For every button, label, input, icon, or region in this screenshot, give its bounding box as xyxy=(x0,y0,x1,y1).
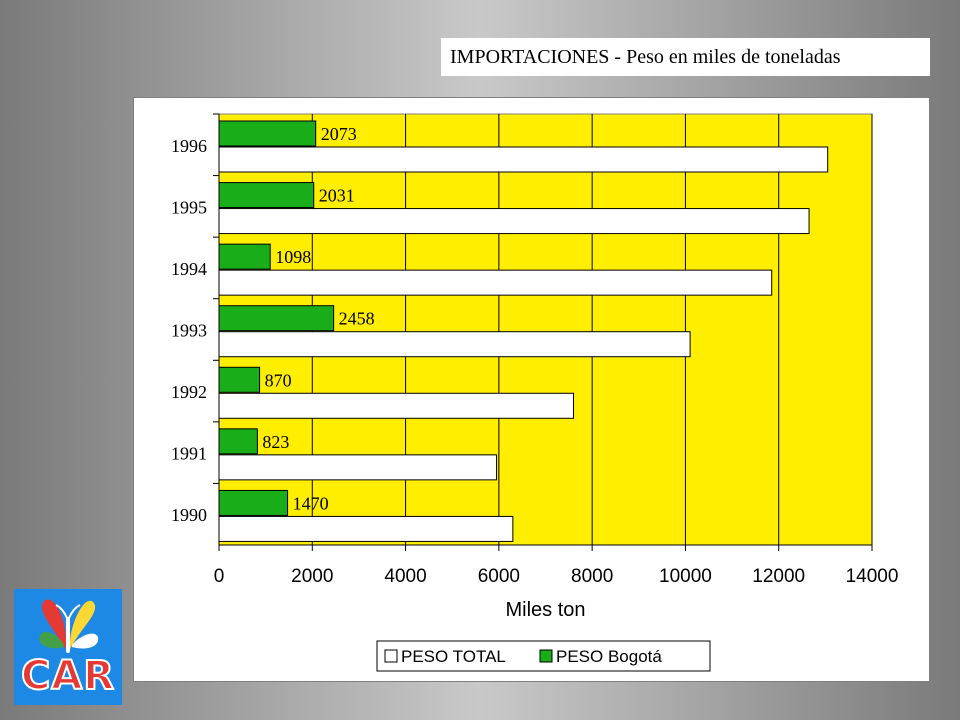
category-label: 1991 xyxy=(171,444,207,464)
data-label: 2458 xyxy=(339,309,375,329)
bar-peso-total xyxy=(218,146,829,173)
legend-label-peso-total: PESO TOTAL xyxy=(401,647,506,666)
bar-peso-bogota xyxy=(218,120,317,147)
bar-peso-total xyxy=(218,454,498,481)
category-label: 1995 xyxy=(171,197,207,217)
bar-peso-total xyxy=(218,331,691,358)
data-label: 823 xyxy=(262,432,289,452)
chart-title: IMPORTACIONES - Peso en miles de tonelad… xyxy=(450,45,841,68)
chart-title-box: IMPORTACIONES - Peso en miles de tonelad… xyxy=(441,38,930,76)
x-tick-label: 14000 xyxy=(846,566,899,587)
data-label: 2073 xyxy=(321,124,357,144)
x-tick-label: 12000 xyxy=(752,566,805,587)
bar-peso-bogota xyxy=(218,182,315,209)
data-label: 2031 xyxy=(319,186,355,206)
chart-panel: 1990 1991 1992 1993 1994 1995 1996 0 2000 4000 600… xyxy=(133,97,930,682)
category-label: 1993 xyxy=(171,321,207,341)
bar-peso-bogota xyxy=(218,366,261,393)
x-tick-label: 4000 xyxy=(384,566,426,587)
x-tick-label: 6000 xyxy=(478,566,520,587)
legend-swatch-peso-bogota xyxy=(539,649,553,663)
category-label: 1992 xyxy=(171,382,207,402)
category-label: 1996 xyxy=(171,136,207,156)
x-axis-label: Miles ton xyxy=(505,599,585,621)
category-label: 1990 xyxy=(171,505,207,525)
x-tick-label: 0 xyxy=(214,566,225,587)
x-tick-label: 10000 xyxy=(659,566,712,587)
bar-peso-total xyxy=(218,392,574,419)
data-label: 1470 xyxy=(293,493,329,513)
bar-peso-total xyxy=(218,269,773,296)
car-logo: CAR xyxy=(14,589,122,705)
butterfly-icon xyxy=(14,589,122,705)
bar-peso-total xyxy=(218,208,810,235)
data-label: 1098 xyxy=(275,247,311,267)
x-tick-label: 2000 xyxy=(291,566,333,587)
logo-text: CAR xyxy=(20,652,116,700)
bar-peso-bogota xyxy=(218,428,258,455)
legend-swatch-peso-total xyxy=(384,649,398,663)
bar-peso-bogota xyxy=(218,243,271,270)
bar-peso-bogota xyxy=(218,489,289,516)
bar-chart: 1990 1991 1992 1993 1994 1995 1996 0 2000 4000 600… xyxy=(171,113,899,672)
x-tick-label: 8000 xyxy=(571,566,613,587)
legend-label-peso-bogota: PESO Bogotá xyxy=(556,647,662,666)
bar-peso-total xyxy=(218,515,514,542)
bar-peso-bogota xyxy=(218,305,335,332)
category-label: 1994 xyxy=(171,259,207,279)
data-label: 870 xyxy=(265,370,292,390)
